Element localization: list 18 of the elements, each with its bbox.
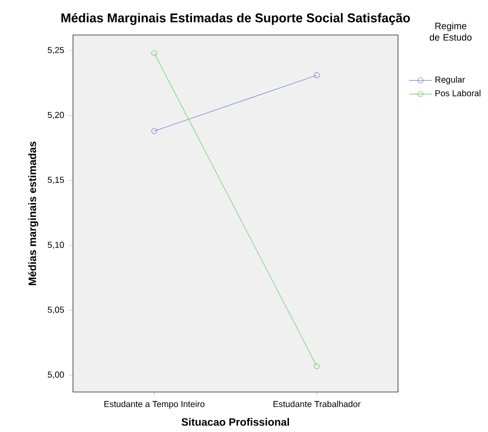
y-tick-label: 5,15	[48, 176, 64, 184]
y-tick-label: 5,25	[48, 47, 64, 54]
legend-label: Pos Laboral	[435, 90, 480, 96]
point	[151, 50, 158, 56]
y-tick-label: 5,00	[48, 372, 64, 379]
legend-title: Regime de Estudo	[430, 22, 472, 41]
x-tick-label: Estudante a Tempo Inteiro	[104, 400, 204, 409]
point	[314, 363, 320, 369]
legend-label: Regular	[435, 76, 465, 84]
point	[151, 128, 158, 134]
point	[314, 72, 320, 78]
y-axis-title: Médias marginais estimadas	[28, 142, 38, 286]
y-tick-label: 5,05	[48, 306, 64, 314]
chart-title: Médias Marginais Estimadas de Suporte Social Satisfação	[61, 12, 410, 25]
x-axis-title: Situacao Profissional	[182, 418, 289, 426]
x-tick-label: Estudante Trabalhador	[274, 400, 361, 408]
y-tick-label: 5,10	[48, 242, 64, 249]
y-tick-label: 5,20	[48, 112, 64, 120]
